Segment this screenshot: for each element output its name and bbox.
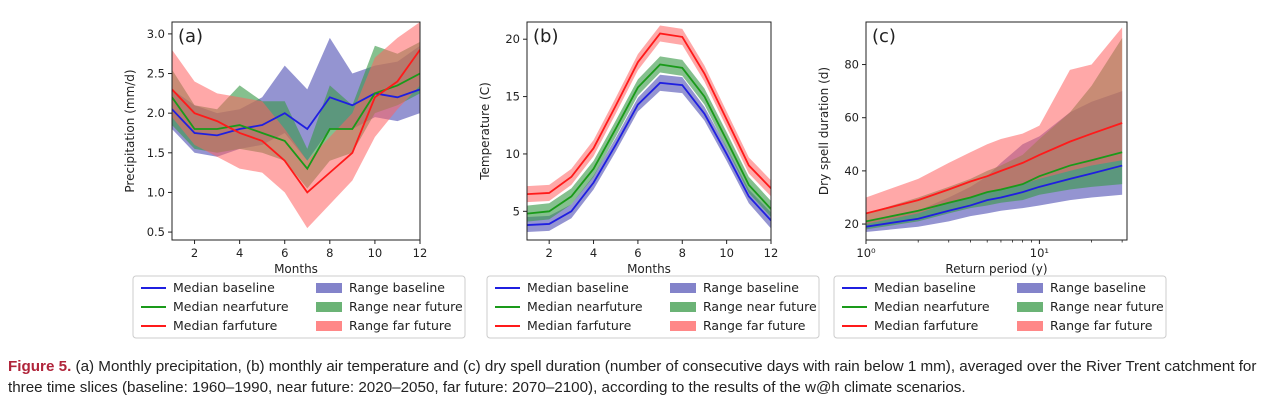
- x-tick-label-c: 10⁰: [856, 246, 876, 260]
- legend-patch-swatch-far: [316, 321, 342, 331]
- plot-area-a: [172, 22, 420, 229]
- figure-caption: Figure 5. (a) Monthly precipitation, (b)…: [8, 356, 1283, 398]
- legend-label-range-near: Range near future: [1050, 299, 1164, 314]
- panel-label-c: (c): [872, 26, 896, 47]
- x-tick-label-a: 10: [368, 246, 383, 260]
- band-near-b: [527, 56, 771, 222]
- median-line-baseline-c: [866, 164, 1123, 228]
- plot-area-b: [527, 25, 771, 232]
- legend-label-median-baseline: Median baseline: [874, 280, 976, 295]
- y-tick-label-c: 20: [844, 217, 859, 231]
- y-axis-label-c: Dry spell duration (d): [817, 67, 831, 195]
- legend-b: Median baseline Range baseline Median near…: [486, 275, 820, 339]
- panel-label-b: (b): [533, 26, 558, 47]
- legend-patch-swatch-baseline: [316, 283, 342, 293]
- x-tick-label-b: 8: [679, 246, 686, 260]
- legend-box-a: [132, 275, 466, 339]
- legend-patch-swatch-near: [316, 302, 342, 312]
- band-far-a: [172, 22, 420, 229]
- x-axis-label-b: Months: [627, 262, 671, 276]
- x-tick-label-a: 8: [326, 246, 333, 260]
- y-tick-label-c: 80: [844, 58, 859, 72]
- legend-box-c: [833, 275, 1167, 339]
- band-baseline-b: [527, 74, 771, 232]
- chart-panel-c: 20 40 60 80 10⁰ 10¹ Return period (y) Dry spell…: [817, 21, 1167, 339]
- x-tick-label-b: 2: [546, 246, 553, 260]
- median-line-baseline-b: [527, 81, 771, 226]
- y-tick-label-a: 2.5: [147, 67, 165, 81]
- legend-patch-swatch-near: [1017, 302, 1043, 312]
- x-tick-label-b: 6: [634, 246, 641, 260]
- legend-label-range-far: Range far future: [349, 318, 452, 333]
- x-tick-label-a: 2: [191, 246, 198, 260]
- legend-label-median-baseline: Median baseline: [173, 280, 275, 295]
- plot-area-c: [866, 27, 1123, 233]
- legend-label-median-far: Median farfuture: [874, 318, 979, 333]
- legend-label-median-near: Median nearfuture: [527, 299, 643, 314]
- figure: 0.5 1.0 1.5 2.0 2.5 3.0 2 4 6 8 10 12 Months Precipit…: [123, 21, 1167, 339]
- y-tick-label-a: 1.0: [147, 185, 165, 199]
- x-tick-label-c: 10¹: [1030, 246, 1049, 260]
- y-tick-label-b: 20: [505, 32, 520, 46]
- x-tick-label-b: 10: [719, 246, 734, 260]
- legend-label-range-baseline: Range baseline: [703, 280, 799, 295]
- plot-frame-b: [526, 21, 772, 241]
- legend-label-range-baseline: Range baseline: [349, 280, 445, 295]
- median-line-far-c: [866, 122, 1123, 215]
- y-tick-label-b: 15: [505, 90, 520, 104]
- plot-frame-a: [171, 21, 421, 241]
- x-axis-label-c: Return period (y): [945, 262, 1047, 276]
- plot-frame-c: [865, 21, 1128, 241]
- y-tick-label-b: 5: [513, 204, 520, 218]
- median-line-near-b: [527, 63, 771, 215]
- median-line-far-b: [527, 32, 771, 196]
- y-axis-label-b: Temperature (C): [478, 82, 492, 181]
- median-line-near-c: [866, 151, 1123, 223]
- legend-label-median-near: Median nearfuture: [173, 299, 289, 314]
- legend-label-median-far: Median farfuture: [527, 318, 632, 333]
- y-tick-label-c: 60: [844, 111, 859, 125]
- y-tick-label-a: 1.5: [147, 146, 165, 160]
- chart-panel-a: 0.5 1.0 1.5 2.0 2.5 3.0 2 4 6 8 10 12 Months Precipit…: [123, 21, 466, 339]
- y-axis-label-a: Precipitation (mm/d): [123, 69, 137, 192]
- legend-patch-swatch-baseline: [670, 283, 696, 293]
- legend-box-b: [486, 275, 820, 339]
- legend-patch-swatch-baseline: [1017, 283, 1043, 293]
- median-line-near-a: [172, 72, 420, 171]
- legend-patch-swatch-far: [670, 321, 696, 331]
- band-far-c: [866, 27, 1123, 225]
- x-tick-label-a: 4: [236, 246, 243, 260]
- x-axis-label-a: Months: [274, 262, 318, 276]
- legend-label-range-far: Range far future: [1050, 318, 1153, 333]
- y-tick-label-a: 0.5: [147, 225, 165, 239]
- legend-label-median-far: Median farfuture: [173, 318, 278, 333]
- caption-label: Figure 5.: [8, 358, 72, 375]
- panel-label-a: (a): [178, 26, 203, 47]
- legend-label-range-near: Range near future: [703, 299, 817, 314]
- legend-c: Median baseline Range baseline Median near…: [833, 275, 1167, 339]
- legend-label-range-far: Range far future: [703, 318, 806, 333]
- x-tick-label-a: 12: [413, 246, 428, 260]
- band-far-b: [527, 25, 771, 203]
- y-tick-label-a: 2.0: [147, 106, 165, 120]
- legend-patch-swatch-near: [670, 302, 696, 312]
- legend-label-median-near: Median nearfuture: [874, 299, 990, 314]
- y-tick-label-c: 40: [844, 164, 859, 178]
- median-line-far-a: [172, 49, 420, 194]
- legend-patch-swatch-far: [1017, 321, 1043, 331]
- y-tick-label-a: 3.0: [147, 27, 165, 41]
- x-tick-label-b: 4: [590, 246, 597, 260]
- legend-a: Median baseline Range baseline Median near…: [132, 275, 466, 339]
- x-tick-label-b: 12: [764, 246, 779, 260]
- y-tick-label-b: 10: [505, 147, 520, 161]
- legend-label-range-near: Range near future: [349, 299, 463, 314]
- caption-text: (a) Monthly precipitation, (b) monthly a…: [8, 358, 1257, 396]
- chart-panel-b: 5 10 15 20 2 4 6 8 10 12 Months Temperature (C) (b) M…: [478, 21, 820, 339]
- legend-label-median-baseline: Median baseline: [527, 280, 629, 295]
- legend-label-range-baseline: Range baseline: [1050, 280, 1146, 295]
- x-tick-label-a: 6: [281, 246, 288, 260]
